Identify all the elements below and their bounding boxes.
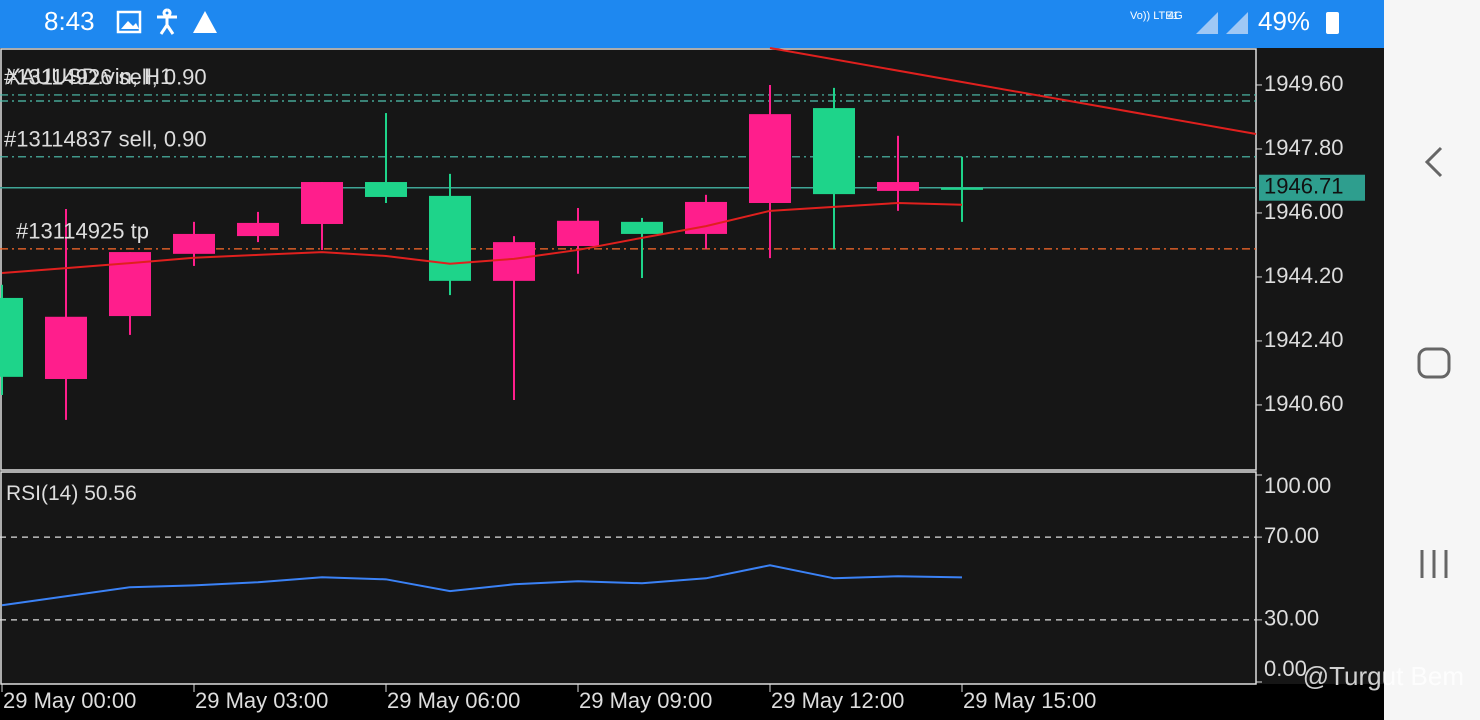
x-tick-label: 29 May 15:00 — [963, 688, 1096, 713]
y-tick-label: 1942.40 — [1264, 327, 1344, 352]
rsi-value: 50.56 — [84, 482, 137, 505]
battery-icon — [1326, 12, 1339, 34]
chart-layer — [0, 84, 1262, 692]
chart-background — [0, 48, 1384, 684]
x-tick-label: 29 May 09:00 — [579, 688, 712, 713]
trend-line — [769, 47, 1257, 135]
y-tick-label: 1949.60 — [1264, 71, 1344, 96]
order-label: #13114926 sell, 0.90 — [4, 65, 207, 90]
gallery-icon — [116, 10, 142, 34]
order-label: #13114837 sell, 0.90 — [4, 127, 207, 152]
candle-body — [301, 182, 343, 224]
rsi-tick-label: 0.00 — [1264, 656, 1307, 681]
order-label: #13114925 tp — [16, 219, 149, 244]
watermark: @Turgut Bem — [1303, 661, 1464, 691]
status-network: 4G — [1168, 10, 1183, 22]
candle-body — [877, 182, 919, 191]
y-tick-label: 1940.60 — [1264, 391, 1344, 416]
gallery-icon-detail — [121, 21, 139, 29]
warning-icon — [193, 11, 217, 33]
status-bar — [0, 0, 1384, 48]
candle-body — [173, 233, 215, 254]
x-tick-label: 29 May 12:00 — [771, 688, 904, 713]
rsi-name: RSI(14) — [6, 482, 78, 505]
current-price-label: 1946.71 — [1264, 174, 1344, 199]
candle-body — [493, 242, 535, 281]
moving-average — [1, 202, 963, 275]
status-time: 8:43 — [44, 6, 95, 36]
back-button[interactable] — [1424, 146, 1443, 178]
recents-button[interactable] — [1420, 550, 1448, 578]
candle-body — [813, 108, 855, 195]
candle-body — [237, 222, 279, 237]
status-carrier: Vo)) LTE1 — [1130, 10, 1179, 22]
candle-body — [941, 187, 983, 190]
candle-body — [0, 297, 23, 377]
current-price-tag — [1259, 174, 1365, 201]
home-button[interactable] — [1417, 347, 1451, 379]
y-tick-label: 1946.00 — [1264, 199, 1344, 224]
x-tick-label: 29 May 00:00 — [3, 688, 136, 713]
x-tick-label: 29 May 06:00 — [387, 688, 520, 713]
main-pane — [0, 48, 1257, 471]
candle-body — [749, 114, 791, 204]
y-tick-label: 1944.20 — [1264, 263, 1344, 288]
accessibility-icon — [157, 8, 177, 35]
signal-icon — [1196, 12, 1218, 34]
rsi-pane — [0, 471, 1257, 685]
rsi-tick-label: 70.00 — [1264, 523, 1319, 548]
status-battery: 49% — [1258, 6, 1310, 36]
chart-title: XAUUSD.vin, H1 — [6, 64, 172, 89]
candle-body — [557, 220, 599, 247]
candle-body — [45, 316, 87, 379]
signal-icon — [1226, 12, 1248, 34]
rsi-label: RSI(14) 50.56 — [6, 482, 137, 505]
candle-body — [621, 221, 663, 234]
x-tick-label: 29 May 03:00 — [195, 688, 328, 713]
nav-bar — [1384, 0, 1480, 720]
candle-body — [365, 182, 407, 197]
y-tick-label: 1947.80 — [1264, 135, 1344, 160]
candle-body — [429, 195, 471, 281]
rsi-tick-label: 30.00 — [1264, 606, 1319, 631]
rsi-line — [1, 564, 963, 607]
rsi-tick-label: 100.00 — [1264, 473, 1331, 498]
